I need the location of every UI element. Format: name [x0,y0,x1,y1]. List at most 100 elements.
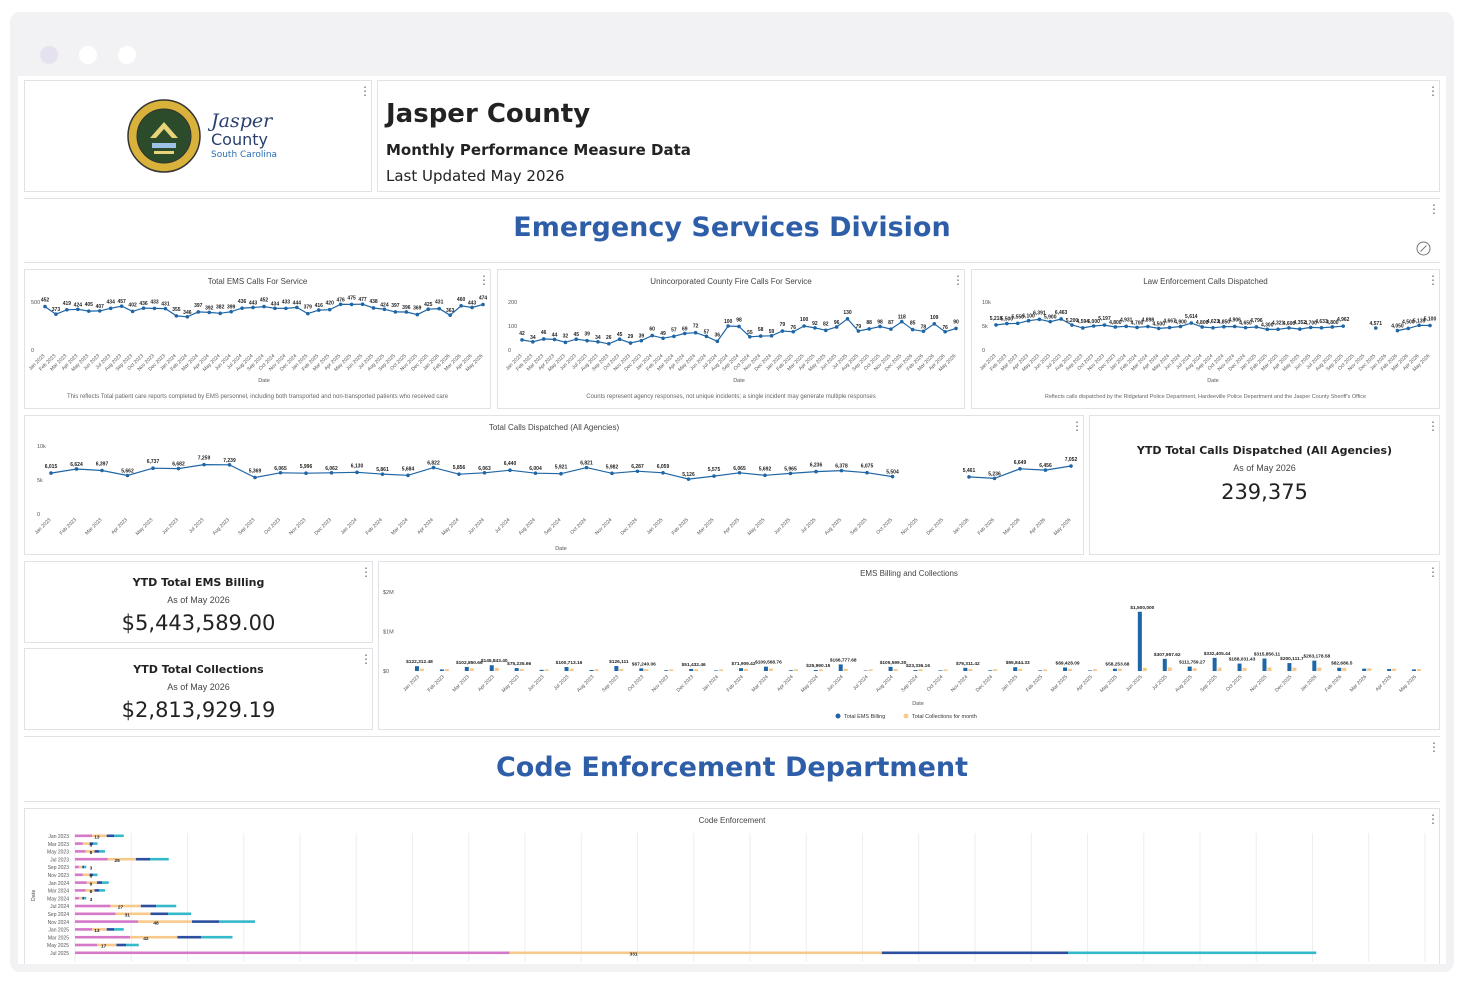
chart-title: EMS Billing and Collections [860,569,958,578]
x-tick-label: Dec 2024 [975,674,995,694]
data-label: 69 [682,326,688,332]
code-bar-segment [140,904,156,908]
code-bar-segment [84,896,87,900]
data-point [1341,324,1345,328]
x-tick-label: Aug 2024 [875,674,895,694]
kebab-menu-icon[interactable]: ⋮ [1428,740,1440,754]
data-label: 49 [660,331,666,337]
bar-data-label: $122,312.48 [406,659,433,665]
data-label: 5,861 [376,467,389,473]
x-tick-label: May 2026 [1398,674,1418,694]
x-tick-label: Apr 2026 [1028,517,1047,536]
billing-chart: $0 $1M $2M $122,312.48 Jan 2023 Feb 2023 $102,… [383,590,1422,720]
billing-bar [464,666,469,671]
bar-data-label: $105,599.30 [880,660,907,666]
code-bar-segment [110,904,141,908]
code-bar-segment [89,873,93,877]
data-point [327,307,332,312]
chart-card-code: ⋮ Code Enforcement Jan 2023 13 Mar 2023 6 Ma… [24,808,1440,964]
data-point [87,309,91,313]
code-bar-segment [138,920,192,923]
kebab-menu-icon[interactable]: ⋮ [360,652,372,666]
data-point [43,304,47,309]
data-label: 405 [85,302,94,308]
data-point [737,470,742,475]
data-point [1018,466,1022,471]
code-bar-segment [150,857,169,861]
data-label: 355 [172,307,181,313]
data-point [867,327,871,331]
bar-data-label: 331 [630,952,638,958]
data-point [1091,324,1096,328]
data-label: 26 [606,335,612,341]
data-label: 4,800 [1326,320,1339,326]
x-tick-label: Aug 2023 [212,517,232,537]
x-tick-label: Jan 2023 [34,517,53,536]
section-title-emergency: Emergency Services Division [513,212,951,243]
data-label: 4,796 [1250,318,1263,324]
data-point [1211,326,1215,330]
expand-icon[interactable] [1416,241,1431,256]
data-label: 4,800 [1196,320,1209,326]
code-bar-segment [177,935,201,939]
x-tick-label: Jan 2026 [952,517,971,536]
x-tick-label: Jun 2023 [527,674,546,693]
data-point [295,305,299,310]
data-point [617,337,622,341]
code-bar-segment [168,912,192,916]
code-bar-segment [75,904,111,908]
data-label: 4,700 [1304,320,1317,326]
data-label: 5,461 [963,468,976,474]
kebab-menu-icon[interactable]: ⋮ [359,84,371,98]
chart-note: Counts represent agency responses, not u… [586,394,876,400]
data-point [76,307,80,312]
data-label: 60 [649,327,655,333]
y-tick-label: Jul 2024 [50,904,69,910]
y-tick-label: Jan 2023 [48,834,69,840]
data-label: 46 [541,330,547,336]
data-label: 6,456 [1039,463,1052,469]
data-point [174,314,179,318]
data-label: 4,906 [1228,317,1241,323]
kebab-menu-icon[interactable]: ⋮ [360,565,372,579]
chart-title: Total Calls Dispatched (All Agencies) [488,423,620,432]
code-bar-segment [92,928,107,931]
bar-data-label: 8 [90,850,93,856]
data-point [899,319,904,324]
window-control-dot[interactable] [40,46,58,64]
data-label: 78 [921,324,927,330]
data-label: 5,369 [249,468,262,474]
page-title: Jasper County [386,99,591,129]
data-point [628,341,633,345]
data-label: 392 [205,305,214,311]
billing-bar [539,669,544,671]
data-point [737,324,741,329]
x-tick-label: Nov 2023 [651,674,671,694]
x-tick-label: Jul 2025 [800,517,818,535]
data-label: 5,921 [555,465,568,471]
x-tick-label: Mar 2024 [751,674,770,693]
collections-bar [1317,667,1322,671]
data-label: 477 [358,297,367,303]
bar-data-label: $332,405.44 [1204,651,1231,657]
code-bar-segment [106,834,114,838]
kebab-menu-icon[interactable]: ⋮ [1427,419,1439,433]
data-label: 57 [704,329,710,335]
data-point [889,327,893,331]
data-point [584,465,589,470]
bar-data-label: $82,686.5 [1331,661,1353,667]
legend-label-collections: Total Collections for month [912,714,977,720]
data-point [508,468,512,473]
window-control-dot[interactable] [79,46,97,64]
data-label: 379 [304,305,313,311]
data-label: 475 [347,295,356,301]
collections-bar [768,668,773,671]
kebab-menu-icon[interactable]: ⋮ [1427,84,1439,98]
code-bar-segment [85,850,95,853]
window-control-dot[interactable] [118,46,136,64]
bar-data-label: 3 [90,866,93,872]
data-label: 5,982 [606,464,619,470]
x-tick-label: Aug 2023 [576,674,596,694]
x-tick-label: Aug 2024 [518,517,538,537]
